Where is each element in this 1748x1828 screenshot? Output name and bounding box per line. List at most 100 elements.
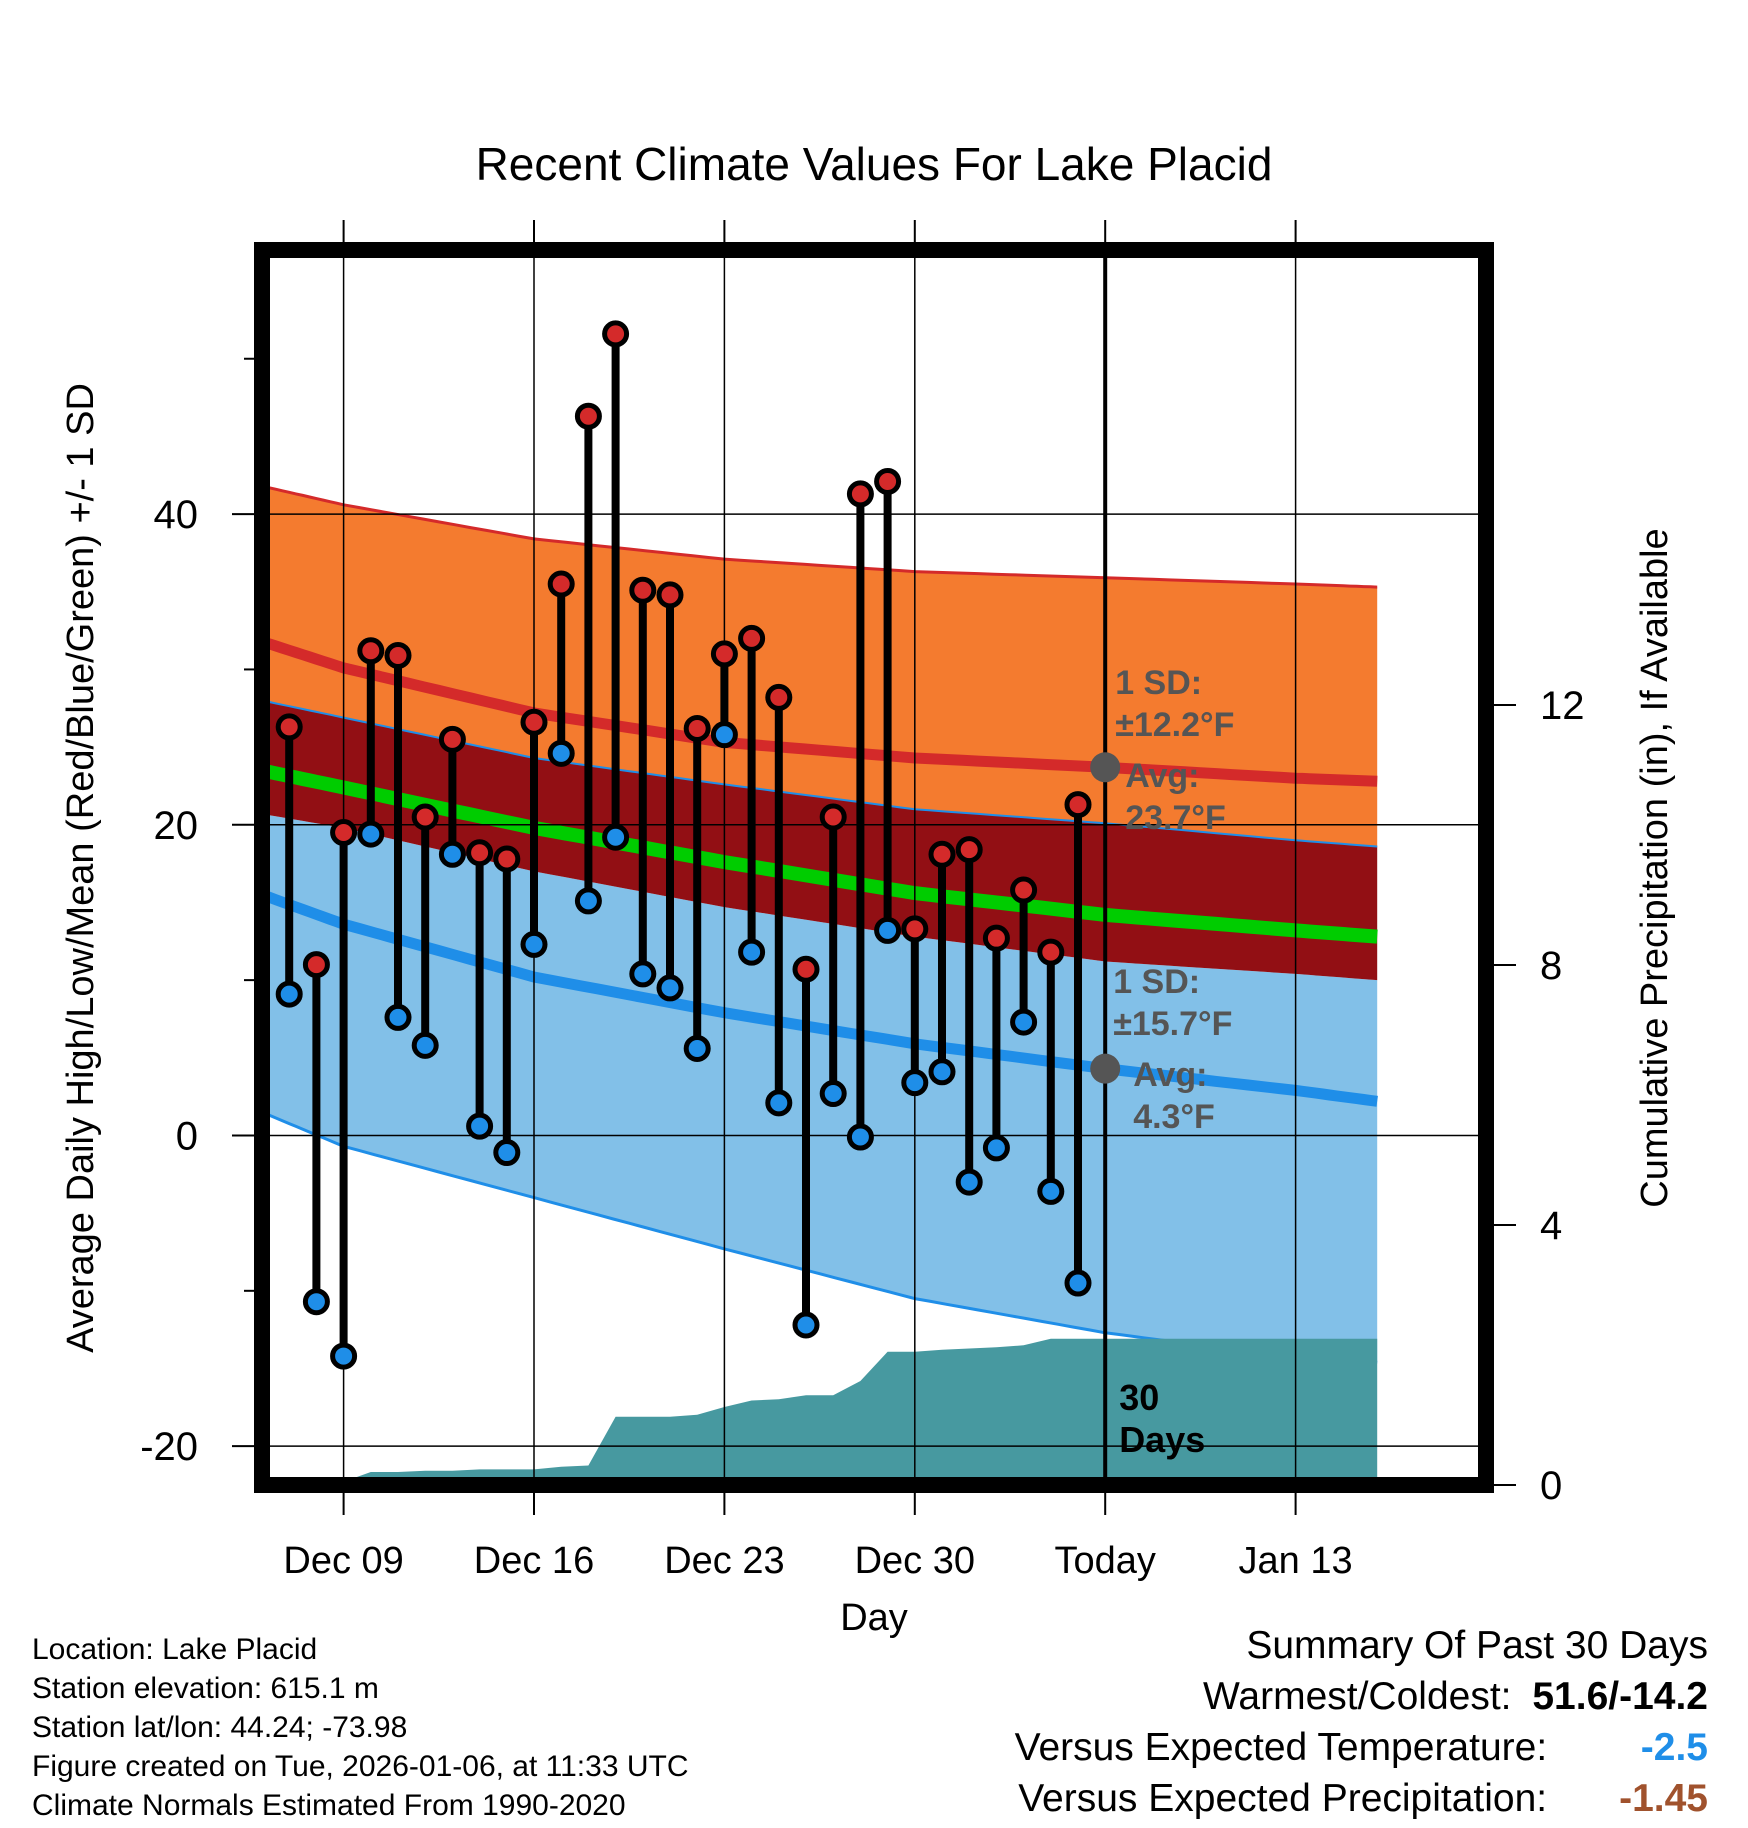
daily-low-point — [629, 960, 657, 988]
daily-high-point — [710, 640, 738, 668]
low-avg-label-line: 4.3°F — [1133, 1098, 1215, 1136]
daily-high-point — [302, 951, 330, 979]
plot-area — [262, 484, 1378, 1485]
x-tick-label: Dec 23 — [664, 1540, 784, 1582]
high-upper-edge — [262, 484, 1378, 589]
summary-panel: Summary Of Past 30 Days Warmest/Coldest:… — [1015, 1620, 1708, 1824]
daily-low-point — [466, 1112, 494, 1140]
daily-high-point — [629, 576, 657, 604]
daily-low-point — [493, 1139, 521, 1167]
daily-low-point — [438, 840, 466, 868]
daily-low-point — [357, 820, 385, 848]
high-avg-label-line: Avg: — [1125, 757, 1199, 795]
data-marks — [275, 320, 1092, 1370]
daily-low-point — [1064, 1269, 1092, 1297]
temp-label: Versus Expected Temperature: — [1014, 1726, 1548, 1769]
daily-high-point — [765, 683, 793, 711]
x-tick-label: Dec 09 — [283, 1540, 403, 1582]
x-tick-label: Today — [1054, 1540, 1155, 1582]
low-sd-label-line: ±15.7°F — [1113, 1005, 1232, 1043]
x-tick-label: Jan 13 — [1239, 1540, 1353, 1582]
daily-low-point — [384, 1003, 412, 1031]
daily-low-point — [520, 930, 548, 958]
y2-tick-label: 4 — [1540, 1204, 1562, 1248]
precip-value: -1.45 — [1619, 1777, 1708, 1820]
daily-high-point — [275, 713, 303, 741]
today-low-avg-marker — [1090, 1053, 1121, 1084]
low-sd-label-line: 1 SD: — [1113, 963, 1200, 1001]
station-info: Location: Lake Placid Station elevation:… — [32, 1630, 689, 1825]
normal-mean-line — [262, 763, 1378, 944]
daily-low-point — [982, 1134, 1010, 1162]
annotations: 1 SD: ±12.2°F Avg: 23.7°F 1 SD: ±15.7°F Avg: 4.… — [1090, 664, 1234, 1460]
daily-low-point — [846, 1123, 874, 1151]
precip-area — [262, 1338, 1378, 1485]
axes: Dec 09 Dec 16 Dec 23 Dec 30 Today Jan 13 -20 0 2… — [140, 220, 1585, 1582]
warm-cold-value: 51.6/-14.2 — [1532, 1675, 1708, 1718]
normals-text: Climate Normals Estimated From 1990-2020 — [32, 1789, 626, 1822]
normal-low-line — [262, 889, 1378, 1107]
daily-low-point — [683, 1034, 711, 1062]
daily-low-point — [901, 1069, 929, 1097]
days-label-line: Days — [1119, 1419, 1205, 1460]
daily-low-point — [275, 980, 303, 1008]
daily-high-point — [574, 402, 602, 430]
daily-low-point — [765, 1089, 793, 1117]
daily-high-point — [411, 803, 439, 831]
elevation-text: Station elevation: 615.1 m — [32, 1672, 379, 1705]
daily-low-point — [1037, 1177, 1065, 1205]
chart-title: Recent Climate Values For Lake Placid — [476, 138, 1273, 190]
daily-high-point — [955, 836, 983, 864]
daily-low-point — [574, 887, 602, 915]
daily-high-point — [438, 725, 466, 753]
y2-tick-label: 8 — [1540, 944, 1562, 988]
created-text: Figure created on Tue, 2026-01-06, at 11… — [32, 1750, 689, 1783]
y2-tick-label: 0 — [1540, 1464, 1562, 1508]
daily-high-point — [901, 915, 929, 943]
location-text: Location: Lake Placid — [32, 1633, 318, 1666]
latlon-text: Station lat/lon: 44.24; -73.98 — [32, 1711, 408, 1744]
daily-low-point — [411, 1031, 439, 1059]
low-avg-label-line: Avg: — [1133, 1056, 1207, 1094]
precip-row: Versus Expected Precipitation: -1.45 — [1015, 1773, 1708, 1824]
daily-low-point — [547, 739, 575, 767]
daily-high-point — [982, 924, 1010, 952]
high-sd-label-line: 1 SD: — [1115, 664, 1202, 702]
daily-high-point — [656, 581, 684, 609]
y-tick-label: -20 — [140, 1425, 198, 1469]
precip-label: Versus Expected Precipitation: — [1018, 1777, 1548, 1820]
y-axis-label: Average Daily High/Low/Mean (Red/Blue/Gr… — [60, 383, 102, 1353]
daily-high-point — [602, 320, 630, 348]
daily-high-point — [330, 819, 358, 847]
high-lower-edge — [262, 699, 1378, 848]
daily-high-point — [547, 570, 575, 598]
x-axis-label: Day — [840, 1597, 908, 1639]
warm-cold-row: Warmest/Coldest: 51.6/-14.2 — [1015, 1671, 1708, 1722]
daily-low-point — [710, 721, 738, 749]
daily-high-point — [1064, 791, 1092, 819]
y-tick-label: 0 — [176, 1114, 198, 1158]
daily-high-point — [683, 714, 711, 742]
daily-low-point — [819, 1080, 847, 1108]
daily-low-point — [602, 823, 630, 851]
daily-high-point — [1037, 938, 1065, 966]
daily-high-point — [520, 708, 548, 736]
normal-high-line — [262, 636, 1378, 787]
y-tick-label: 40 — [154, 493, 199, 537]
summary-title: Summary Of Past 30 Days — [1246, 1624, 1708, 1667]
daily-low-point — [792, 1311, 820, 1339]
daily-high-point — [846, 480, 874, 508]
daily-high-point — [1010, 876, 1038, 904]
y2-axis-label: Cumulative Precipitation (in), If Availa… — [1634, 528, 1676, 1207]
daily-low-point — [874, 916, 902, 944]
daily-high-point — [874, 467, 902, 495]
daily-low-point — [330, 1342, 358, 1370]
daily-low-point — [738, 938, 766, 966]
today-high-avg-marker — [1090, 752, 1121, 783]
warm-cold-label: Warmest/Coldest: — [1203, 1675, 1512, 1718]
x-tick-label: Dec 16 — [474, 1540, 594, 1582]
daily-low-point — [928, 1058, 956, 1086]
daily-low-point — [1010, 1008, 1038, 1036]
daily-low-point — [302, 1288, 330, 1316]
